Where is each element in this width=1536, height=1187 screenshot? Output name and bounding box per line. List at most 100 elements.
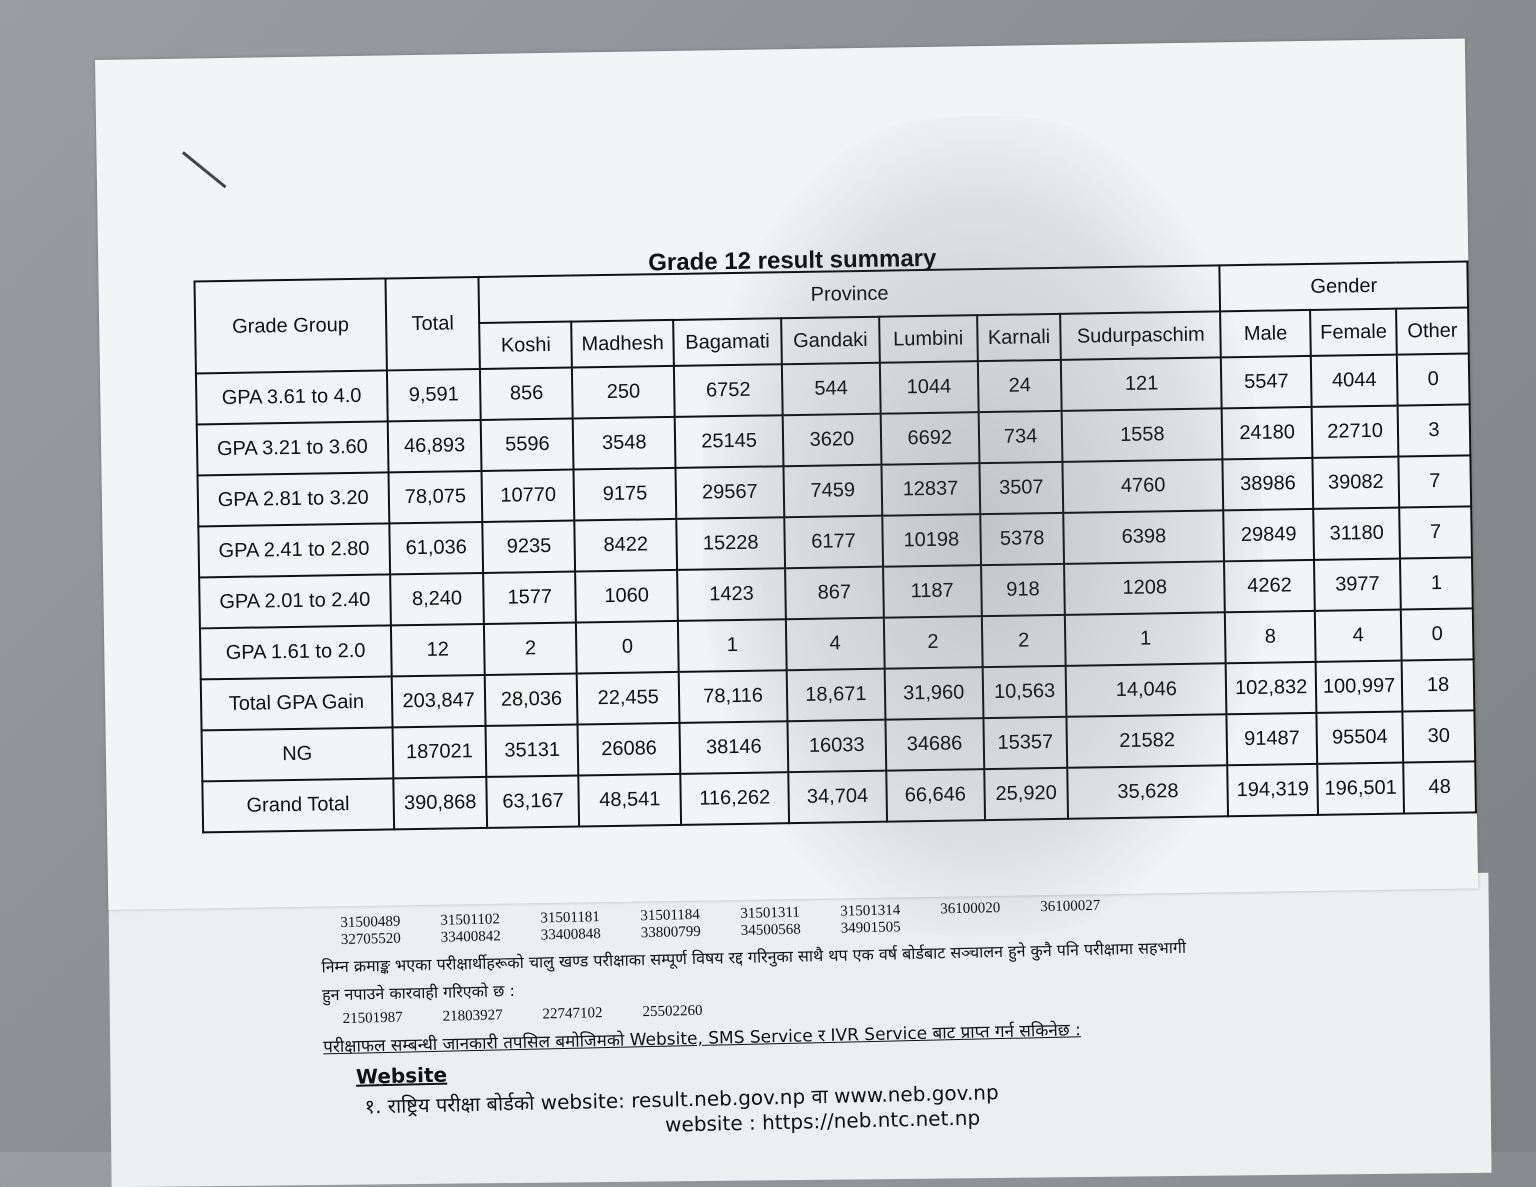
candidate-id: 22747102 — [542, 1005, 603, 1023]
table-cell: 100,997 — [1315, 660, 1403, 713]
candidate-id: 25502260 — [642, 1002, 703, 1021]
table-cell: 2 — [484, 622, 577, 675]
table-cell: 0 — [1400, 608, 1474, 661]
table-cell: 12837 — [881, 463, 980, 516]
header-province-bagamati: Bagamati — [673, 318, 782, 366]
table-cell: 15228 — [676, 517, 786, 570]
header-gender-other: Other — [1396, 307, 1469, 355]
table-cell: 61,036 — [388, 521, 484, 575]
lower-page-text: 31800995319012893190151732705518 3150048… — [120, 874, 1486, 1165]
table-cell: 3977 — [1314, 558, 1401, 611]
candidate-id: 33400842 — [440, 928, 501, 946]
table-cell: 3507 — [979, 461, 1064, 515]
candidate-id: 31501184 — [640, 906, 701, 925]
candidate-id: 34901505 — [840, 919, 901, 937]
table-cell: 121 — [1061, 357, 1222, 411]
table-cell: 7 — [1399, 506, 1472, 559]
table-cell: 1 — [1400, 557, 1473, 610]
table-cell: 1577 — [483, 571, 577, 624]
table-cell: 1423 — [677, 568, 786, 621]
table-cell: 95504 — [1316, 711, 1404, 764]
table-cell: 29567 — [675, 466, 785, 519]
table-cell: 24180 — [1221, 406, 1313, 460]
table-cell: 29849 — [1223, 508, 1315, 562]
header-gender-female: Female — [1310, 308, 1397, 356]
table-cell: 0 — [1396, 353, 1470, 406]
table-cell: 9,591 — [386, 368, 482, 422]
table-cell: 24 — [977, 359, 1063, 413]
result-summary-table: Grade Group Total Province Gender Koshi M… — [193, 260, 1477, 833]
table-cell: 2 — [981, 614, 1067, 668]
table-cell: 15357 — [983, 716, 1068, 770]
table-cell: 6398 — [1063, 510, 1225, 564]
candidate-id: 31500489 — [340, 913, 401, 932]
table-cell: 35131 — [485, 724, 579, 777]
table-cell: 10,563 — [982, 665, 1067, 719]
table-cell: 7 — [1398, 455, 1472, 508]
table-cell: 91487 — [1226, 712, 1318, 766]
table-cell: 16033 — [787, 719, 887, 773]
header-gender-male: Male — [1220, 309, 1311, 358]
candidate-id: 36100020 — [940, 900, 1001, 918]
table-cell: 8,240 — [389, 572, 485, 626]
table-cell: 28,036 — [485, 673, 578, 726]
table-cell: 8 — [1225, 610, 1316, 664]
table-cell: 1187 — [882, 565, 982, 618]
header-grade-group: Grade Group — [194, 278, 387, 374]
table-cell: 2 — [883, 616, 983, 669]
table-cell: 34,704 — [788, 770, 887, 824]
header-province-gandaki: Gandaki — [781, 316, 880, 365]
table-cell: 1 — [677, 619, 787, 672]
table-cell: 5378 — [979, 512, 1065, 566]
table-cell: 26086 — [577, 722, 681, 776]
table-cell: 856 — [480, 367, 573, 420]
table-cell: 12 — [390, 623, 486, 677]
header-total: Total — [385, 276, 481, 371]
table-cell: 390,868 — [392, 776, 488, 830]
candidate-id: 36100027 — [1040, 897, 1101, 916]
table-cell: 6177 — [784, 515, 883, 569]
table-cell: 5547 — [1221, 355, 1312, 409]
table-cell: 4044 — [1310, 354, 1398, 407]
table-cell: 25,920 — [983, 767, 1069, 821]
row-label: Total GPA Gain — [200, 676, 393, 731]
table-cell: 22,455 — [576, 671, 680, 725]
table-cell: 194,319 — [1227, 763, 1319, 817]
table-cell: 10198 — [882, 514, 981, 567]
table-cell: 18,671 — [786, 668, 886, 722]
row-label: GPA 3.61 to 4.0 — [195, 370, 388, 425]
result-summary-page: Grade 12 result summary Grade Group Tota… — [95, 38, 1479, 941]
table-cell: 7459 — [783, 464, 883, 518]
header-province-lumbini: Lumbini — [878, 315, 978, 363]
table-cell: 5596 — [481, 418, 574, 471]
table-cell: 48,541 — [578, 773, 682, 827]
table-cell: 22710 — [1311, 405, 1399, 458]
row-label: NG — [201, 727, 393, 782]
row-label: Grand Total — [202, 778, 394, 833]
candidate-id: 31501314 — [840, 902, 901, 920]
candidate-id: 34500568 — [740, 921, 801, 939]
table-cell: 39082 — [1312, 456, 1400, 509]
header-province-sudurpaschim: Sudurpaschim — [1060, 311, 1222, 360]
table-cell: 18 — [1401, 659, 1475, 712]
header-province-karnali: Karnali — [976, 313, 1062, 362]
row-label: GPA 2.81 to 3.20 — [197, 472, 389, 527]
table-cell: 187021 — [392, 725, 487, 779]
table-cell: 1558 — [1062, 408, 1223, 462]
table-cell: 3620 — [782, 413, 882, 467]
candidate-id: 31501102 — [440, 911, 501, 929]
candidate-id: 33800799 — [640, 923, 701, 942]
table-cell: 203,847 — [391, 674, 486, 728]
table-cell: 63,167 — [486, 775, 580, 828]
table-cell: 8422 — [574, 518, 678, 572]
staple — [181, 151, 227, 189]
table-cell: 3548 — [572, 416, 676, 470]
row-label: GPA 2.41 to 2.80 — [198, 523, 390, 578]
table-cell: 544 — [781, 362, 881, 416]
table-cell: 31180 — [1313, 507, 1401, 560]
table-cell: 9175 — [573, 467, 677, 521]
table-cell: 1208 — [1064, 561, 1226, 615]
candidate-id: 21501987 — [342, 1009, 403, 1027]
table-cell: 867 — [785, 566, 884, 620]
header-province-koshi: Koshi — [479, 321, 573, 369]
